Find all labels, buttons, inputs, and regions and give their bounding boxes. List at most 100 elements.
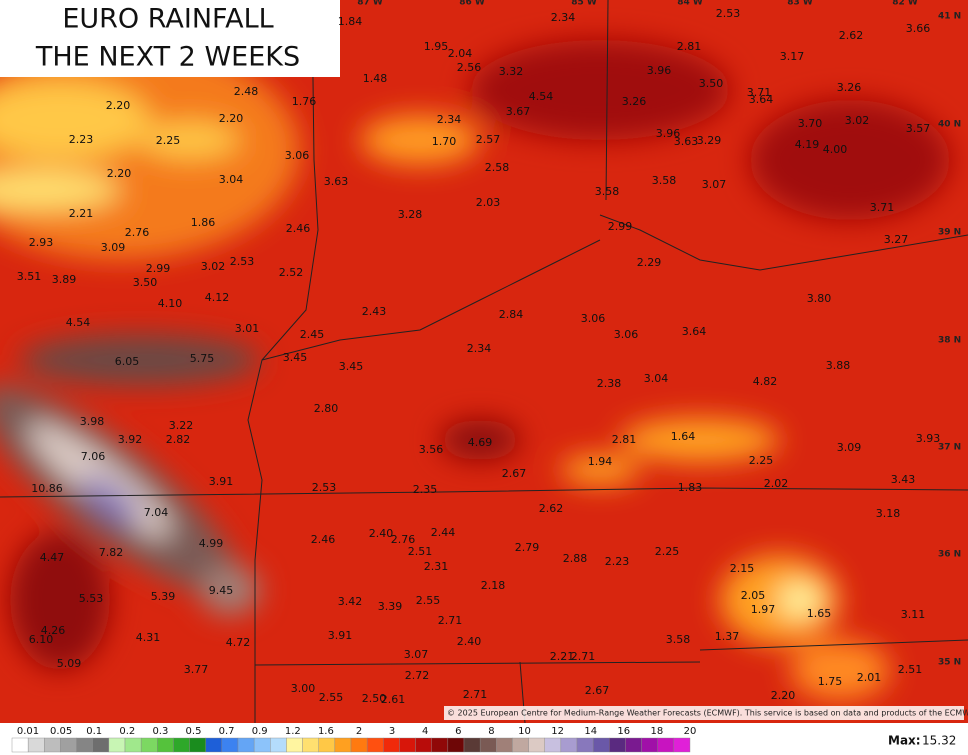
colorbar-label: 2 [356,726,362,737]
rainfall-value: 3.91 [209,475,234,488]
colorbar-swatch [157,737,174,753]
colorbar-swatch [92,737,110,753]
rainfall-value: 2.20 [771,689,796,702]
rainfall-value: 3.63 [674,135,699,148]
rainfall-value: 1.75 [818,675,843,688]
rainfall-value: 1.70 [432,135,457,148]
max-label: Max: [888,734,921,748]
longitude-label: 85 W [571,0,597,8]
colorbar-swatch [286,737,303,753]
colorbar-swatch [44,737,61,753]
rainfall-value: 4.00 [823,143,848,156]
rainfall-value: 5.75 [190,352,215,365]
colorbar-label: 0.3 [152,726,168,737]
colorbar-swatch [609,737,626,753]
rainfall-value: 3.63 [324,175,349,188]
colorbar-label: 6 [455,726,461,737]
colorbar-swatch [528,737,545,753]
rainfall-value: 4.12 [205,291,230,304]
colorbar-swatch [350,737,368,753]
rainfall-value: 3.06 [285,149,310,162]
rainfall-field [0,40,950,700]
colorbar-label: 1.2 [285,726,301,737]
rainfall-value: 2.58 [485,161,510,174]
rainfall-value: 3.45 [283,351,308,364]
rainfall-value: 6.10 [29,633,54,646]
rainfall-value: 4.99 [199,537,224,550]
rainfall-value: 3.67 [506,105,531,118]
colorbar: 0.01 0.05 0.1 0.2 0.3 0.5 0.7 0.9 1.2 1.6 2 3 4 6 8 10 1… [11,726,696,753]
rainfall-value: 2.34 [437,113,462,126]
colorbar-label: 0.1 [86,726,102,737]
rainfall-value: 3.28 [398,208,423,221]
colorbar-swatch [221,737,239,753]
rainfall-value: 3.26 [622,95,647,108]
rainfall-value: 1.97 [751,603,776,616]
colorbar-swatch [641,737,658,753]
rainfall-value: 7.04 [144,506,169,519]
rainfall-value: 3.11 [901,608,926,621]
title-line: EURO RAINFALL [62,4,273,35]
rainfall-value: 2.29 [637,256,662,269]
rainfall-value: 3.04 [219,173,244,186]
colorbar-swatch [576,737,594,753]
rainfall-value: 3.91 [328,629,353,642]
rainfall-value: 3.39 [378,600,403,613]
credit-box [444,706,964,720]
rainfall-value: 4.54 [529,90,554,103]
colorbar-swatch [512,737,529,753]
rainfall-value: 4.72 [226,636,251,649]
rainfall-value: 2.51 [408,545,433,558]
colorbar-swatch [447,737,465,753]
graticule-labels: 87 W 86 W 85 W 84 W 83 W 82 W 41 N 40 N 39 N 38 N… [357,0,961,668]
colorbar-swatch [76,737,93,753]
colorbar-swatch [124,737,142,753]
rainfall-value: 3.71 [870,201,895,214]
rainfall-value: 3.98 [80,415,105,428]
colorbar-label: 8 [488,726,494,737]
rainfall-value: 2.15 [730,562,755,575]
rainfall-value: 3.32 [499,65,524,78]
colorbar-swatch [237,737,255,753]
longitude-label: 87 W [357,0,383,8]
rainfall-value: 2.80 [314,402,339,415]
rainfall-value: 2.45 [300,328,325,341]
rainfall-value: 3.09 [101,241,126,254]
rainfall-value: 1.37 [715,630,740,643]
rainfall-value: 2.50 [362,692,387,705]
title-box [0,0,340,77]
rainfall-value: 2.25 [156,134,181,147]
rainfall-value: 1.65 [807,607,832,620]
rainfall-value: 4.10 [158,297,183,310]
colorbar-swatch [318,737,336,753]
rainfall-value: 2.05 [741,589,766,602]
rainfall-value: 2.67 [585,684,610,697]
rainfall-value: 3.70 [798,117,823,130]
rainfall-value: 3.56 [419,443,444,456]
rainfall-value: 3.64 [682,325,707,338]
rainfall-value: 3.96 [656,127,681,140]
rainfall-value: 2.72 [405,669,430,682]
rainfall-value: 7.06 [81,450,106,463]
rainfall-value: 2.48 [234,85,259,98]
rainfall-value: 2.20 [219,112,244,125]
rainfall-value: 3.58 [666,633,691,646]
rainfall-value: 3.50 [699,77,724,90]
rainfall-value: 4.54 [66,316,91,329]
rainfall-value: 3.00 [291,682,316,695]
rainfall-value: 1.94 [588,455,613,468]
rainfall-value: 2.34 [467,342,492,355]
rainfall-value: 2.81 [677,40,702,53]
colorbar-label: 0.01 [17,726,39,737]
rainfall-value: 1.76 [292,95,317,108]
rainfall-value: 1.95 [424,40,449,53]
rainfall-value: 3.71 [747,86,772,99]
rainfall-value: 3.04 [644,372,669,385]
rainfall-value: 3.06 [614,328,639,341]
rainfall-value: 2.67 [502,467,527,480]
rainfall-value: 6.05 [115,355,140,368]
colorbar-swatch [302,737,319,753]
rainfall-value: 7.82 [99,546,124,559]
longitude-label: 82 W [892,0,918,8]
